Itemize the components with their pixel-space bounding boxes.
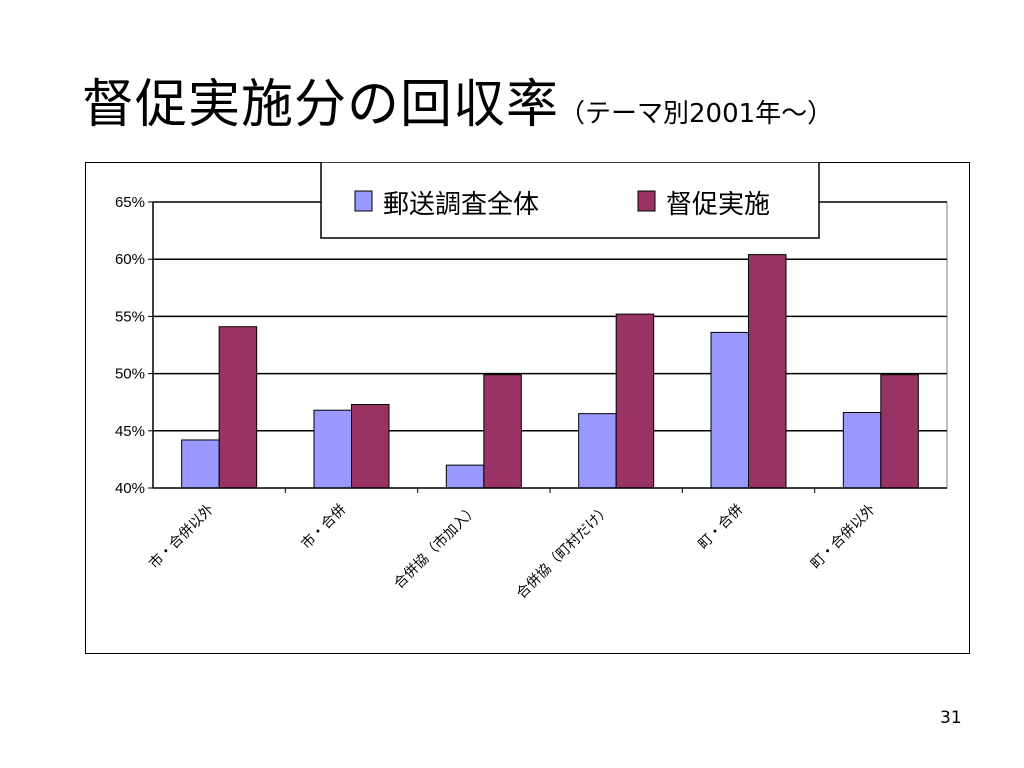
x-category-label: 市・合併以外: [146, 501, 217, 572]
plot-area: [152, 201, 948, 489]
legend: 郵送調査全体 督促実施: [320, 162, 820, 239]
y-tick-label: 65%: [115, 194, 145, 211]
y-tick-label: 50%: [115, 366, 145, 383]
bar: [181, 439, 220, 489]
y-tick-label: 55%: [115, 308, 145, 325]
bar: [351, 403, 390, 489]
page-number: 31: [940, 708, 962, 728]
legend-label: 督促実施: [666, 190, 770, 220]
title-subtitle: （テーマ別2001年～）: [559, 99, 834, 129]
bar: [748, 254, 787, 489]
bar: [218, 326, 258, 489]
x-category-label: 町・合併: [695, 502, 746, 553]
bar: [615, 313, 655, 489]
bar: [313, 409, 352, 489]
bars: [181, 254, 919, 489]
bar: [483, 374, 522, 489]
bar: [710, 331, 749, 489]
bar: [578, 413, 617, 489]
gridlines: [152, 201, 948, 489]
chart: 40% 45% 50% 55% 60% 65% 市・合併以外 市・合併 合併協（市加入） 合併協（…: [115, 162, 948, 602]
x-category-label: 市・合併: [298, 501, 350, 553]
legend-label: 郵送調査全体: [383, 190, 539, 220]
y-tick-label: 60%: [115, 251, 145, 268]
axes: [148, 201, 947, 493]
y-tick-label: 40%: [115, 480, 145, 497]
y-tick-label: 45%: [115, 423, 145, 440]
bar: [842, 411, 882, 489]
legend-swatch: [354, 190, 373, 212]
legend-swatch: [637, 190, 656, 212]
x-category-label: 合併協（町村だけ）: [514, 502, 614, 602]
slide-title: 督促実施分の回収率（テーマ別2001年～）: [82, 62, 833, 137]
title-main: 督促実施分の回収率: [82, 75, 560, 135]
x-category-label: 合併協（市加入）: [390, 501, 481, 592]
bar: [445, 464, 485, 489]
bar: [880, 374, 919, 489]
legend-box: [320, 162, 820, 239]
x-category-label: 町・合併以外: [808, 502, 879, 573]
